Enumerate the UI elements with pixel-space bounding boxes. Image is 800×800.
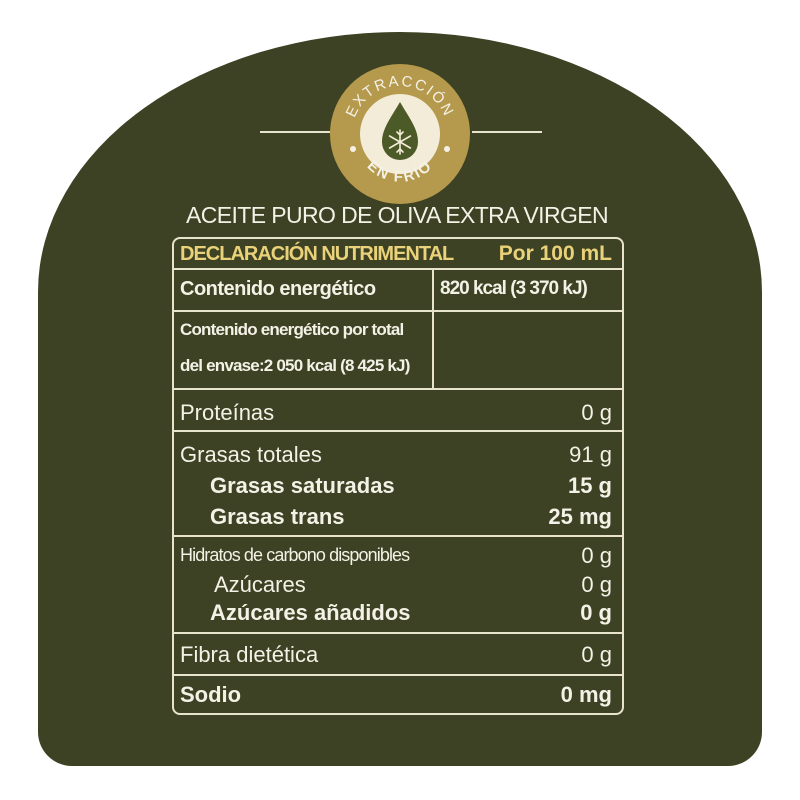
row-value: 0 mg bbox=[560, 682, 612, 707]
nutrition-table: DECLARACIÓN NUTRIMENTAL Por 100 mL Conte… bbox=[172, 237, 624, 715]
row-label: Grasas saturadas bbox=[210, 473, 395, 498]
cold-extraction-badge: EXTRACCIÓN EN FRÍO bbox=[330, 64, 470, 204]
row-label: Azúcares bbox=[214, 572, 306, 597]
product-title: ACEITE PURO DE OLIVA EXTRA VIRGEN bbox=[186, 202, 609, 228]
row-label: Sodio bbox=[180, 682, 242, 707]
table-row: Sodio 0 mg bbox=[174, 674, 622, 713]
table-row: Contenido energético por total del envas… bbox=[174, 310, 622, 390]
row-label: Grasas trans bbox=[210, 504, 345, 529]
row-value: 820 kcal (3 370 kJ) bbox=[440, 278, 588, 299]
row-value: 0 g bbox=[580, 600, 612, 625]
row-value: 0 g bbox=[581, 400, 612, 425]
header-label: DECLARACIÓN NUTRIMENTAL bbox=[180, 243, 454, 265]
table-row: Hidratos de carbono disponibles 0 g Azúc… bbox=[174, 535, 622, 634]
row-label: Grasas totales bbox=[180, 442, 322, 467]
row-label: Proteínas bbox=[180, 400, 275, 425]
row-label: Fibra dietética bbox=[180, 642, 319, 667]
table-row: Fibra dietética 0 g bbox=[174, 632, 622, 674]
row-value: 91 g bbox=[569, 442, 612, 467]
row-label: Contenido energético bbox=[180, 278, 376, 300]
row-label: Hidratos de carbono disponibles bbox=[180, 545, 410, 565]
row-label: Azúcares añadidos bbox=[210, 600, 411, 625]
table-row: Grasas totales 91 g Grasas saturadas 15 … bbox=[174, 430, 622, 537]
svg-text:EN FRÍO: EN FRÍO bbox=[364, 157, 436, 186]
row-value: 15 g bbox=[567, 473, 612, 498]
row-value: 25 mg bbox=[548, 504, 612, 529]
row-value: 0 g bbox=[581, 572, 612, 597]
table-row: Proteínas 0 g bbox=[174, 388, 622, 432]
row-value: 0 g bbox=[581, 543, 612, 568]
header-per: Por 100 mL bbox=[498, 242, 612, 265]
snowflake-drop-icon: EXTRACCIÓN EN FRÍO bbox=[343, 73, 456, 186]
row-label: Contenido energético por total bbox=[180, 320, 404, 339]
divider-left bbox=[260, 131, 330, 133]
column-divider bbox=[432, 268, 434, 390]
table-row: Contenido energético 820 kcal (3 370 kJ) bbox=[174, 268, 622, 310]
row-value: 0 g bbox=[581, 642, 612, 667]
divider-right bbox=[472, 131, 542, 133]
row-label: del envase:2 050 kcal (8 425 kJ) bbox=[180, 356, 410, 375]
